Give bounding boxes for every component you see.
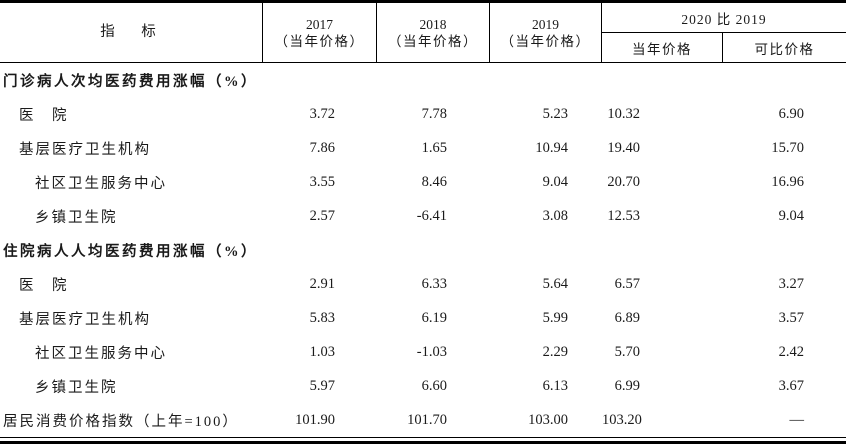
table-row: 基层医疗卫生机构 5.83 6.19 5.99 6.89 3.57 <box>0 301 846 335</box>
value-cell: 3.67 <box>778 377 804 394</box>
row-label: 社区卫生服务中心 <box>35 175 167 192</box>
value-cell: 6.99 <box>614 377 640 394</box>
year-label: 2019 <box>532 16 559 32</box>
value-cell: 5.70 <box>614 343 640 360</box>
row-label: 乡镇卫生院 <box>35 379 118 396</box>
comparison-subheaders: 当年价格 可比价格 <box>602 33 846 62</box>
row-label: 社区卫生服务中心 <box>35 345 167 362</box>
value-cell: 6.60 <box>421 377 447 394</box>
table-row: 基层医疗卫生机构 7.86 1.65 10.94 19.40 15.70 <box>0 131 846 165</box>
value-cell: 5.83 <box>309 309 335 326</box>
value-cell: 6.33 <box>421 275 447 292</box>
value-cell: -6.41 <box>416 207 447 224</box>
value-cell: 6.57 <box>614 275 640 292</box>
price-note: （当年价格） <box>274 33 365 49</box>
table-header: 指 标 2017 （当年价格） 2018 （当年价格） 2019 （当年价格） … <box>0 0 846 63</box>
section-row-inpatient: 住院病人人均医药费用涨幅（%） <box>0 233 846 267</box>
value-cell: 6.89 <box>614 309 640 326</box>
value-cell: 10.32 <box>607 105 640 122</box>
value-cell: 3.08 <box>542 207 568 224</box>
value-cell: 15.70 <box>771 139 804 156</box>
section-row-outpatient: 门诊病人次均医药费用涨幅（%） <box>0 63 846 97</box>
value-cell: 16.96 <box>771 173 804 190</box>
table-row: 乡镇卫生院 2.57 -6.41 3.08 12.53 9.04 <box>0 199 846 233</box>
table-row-cpi: 居民消费价格指数（上年=100） 101.90 101.70 103.00 10… <box>0 403 846 437</box>
value-cell: 19.40 <box>607 139 640 156</box>
value-cell: 103.00 <box>528 411 568 428</box>
table-row: 社区卫生服务中心 1.03 -1.03 2.29 5.70 2.42 <box>0 335 846 369</box>
value-cell: 7.78 <box>421 105 447 122</box>
value-cell: 7.86 <box>309 139 335 156</box>
value-cell: 9.04 <box>778 207 804 224</box>
year-label: 2018 <box>419 16 447 32</box>
value-cell: 1.65 <box>421 139 447 156</box>
section-title: 门诊病人次均医药费用涨幅（%） <box>3 73 258 90</box>
value-cell: 101.90 <box>295 411 335 428</box>
value-cell: 1.03 <box>309 343 335 360</box>
value-cell: 6.19 <box>421 309 447 326</box>
comparison-group-header: 2020 比 2019 当年价格 可比价格 <box>602 3 846 62</box>
value-cell: 20.70 <box>607 173 640 190</box>
row-label: 基层医疗卫生机构 <box>19 311 151 328</box>
value-cell: 2.57 <box>309 207 335 224</box>
row-label: 乡镇卫生院 <box>35 209 118 226</box>
table-row: 社区卫生服务中心 3.55 8.46 9.04 20.70 16.96 <box>0 165 846 199</box>
table-row: 医 院 3.72 7.78 5.23 10.32 6.90 <box>0 97 846 131</box>
price-note: （当年价格） <box>388 33 478 49</box>
value-cell: 3.27 <box>778 275 804 292</box>
section-title: 住院病人人均医药费用涨幅（%） <box>3 243 258 260</box>
value-cell: 5.64 <box>542 275 568 292</box>
value-cell: 103.20 <box>602 411 642 428</box>
value-cell: 101.70 <box>407 411 447 428</box>
row-label: 基层医疗卫生机构 <box>19 141 151 158</box>
value-cell: 3.55 <box>309 173 335 190</box>
year-header-2017: 2017 （当年价格） <box>263 3 377 62</box>
value-cell: 3.72 <box>309 105 335 122</box>
subheader-current-price: 当年价格 <box>602 33 723 62</box>
value-cell: 2.42 <box>778 343 804 360</box>
value-cell: 12.53 <box>607 207 640 224</box>
value-cell: 5.99 <box>542 309 568 326</box>
value-cell: -1.03 <box>416 343 447 360</box>
value-cell: 6.90 <box>778 105 804 122</box>
row-label: 医 院 <box>19 277 69 294</box>
value-cell: 5.23 <box>542 105 568 122</box>
price-note: （当年价格） <box>500 33 591 49</box>
value-cell: 10.94 <box>535 139 568 156</box>
value-cell: 9.04 <box>542 173 568 190</box>
year-label: 2017 <box>306 16 333 32</box>
table-body: 门诊病人次均医药费用涨幅（%） 医 院 3.72 7.78 5.23 10.32… <box>0 63 846 437</box>
table-row: 医 院 2.91 6.33 5.64 6.57 3.27 <box>0 267 846 301</box>
indicator-header-cell: 指 标 <box>0 3 263 62</box>
value-cell: 2.91 <box>309 275 335 292</box>
value-cell: 6.13 <box>542 377 568 394</box>
indicator-header-label: 指 标 <box>100 24 162 40</box>
table-bottom-rule <box>0 437 846 444</box>
row-label: 医 院 <box>19 107 69 124</box>
year-header-2018: 2018 （当年价格） <box>377 3 490 62</box>
value-cell: 5.97 <box>309 377 335 394</box>
comparison-group-label: 2020 比 2019 <box>602 3 846 33</box>
row-label: 居民消费价格指数（上年=100） <box>3 413 239 430</box>
subheader-comparable-price: 可比价格 <box>754 41 815 57</box>
value-cell: 8.46 <box>421 173 447 190</box>
value-cell: 2.29 <box>542 343 568 360</box>
value-cell: 3.57 <box>778 309 804 326</box>
value-cell: — <box>789 411 805 428</box>
table-row: 乡镇卫生院 5.97 6.60 6.13 6.99 3.67 <box>0 369 846 403</box>
year-header-2019: 2019 （当年价格） <box>490 3 602 62</box>
